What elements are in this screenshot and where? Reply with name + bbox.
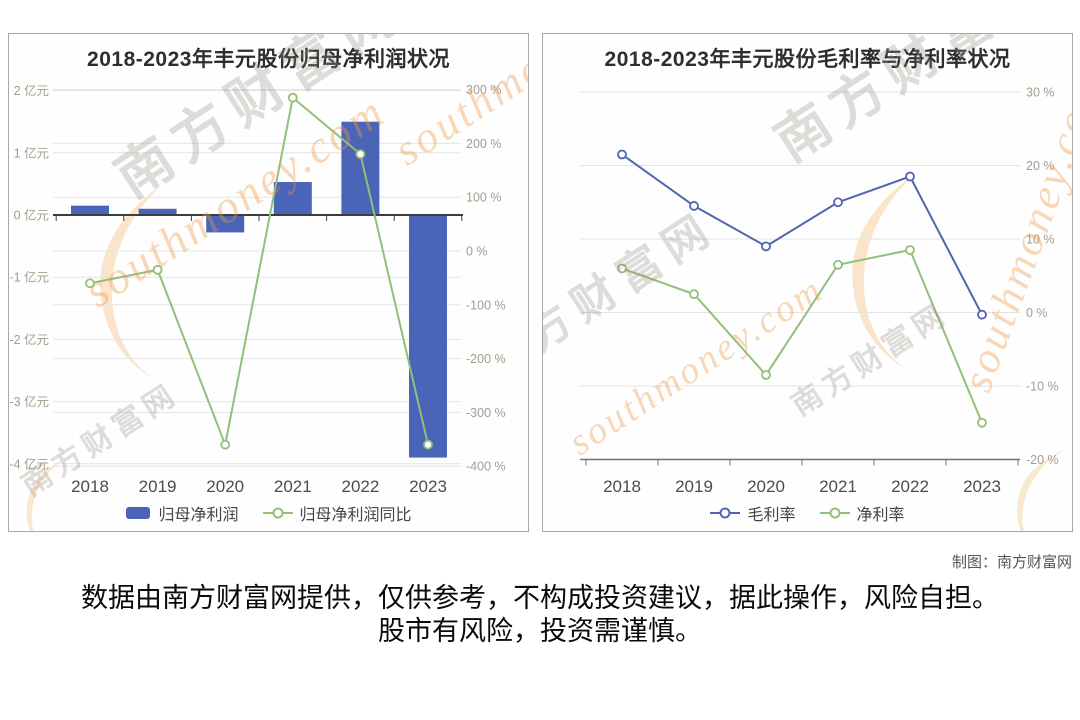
x-axis-year-label: 2021 xyxy=(274,477,312,496)
chart-title: 2018-2023年丰元股份归母净利润状况 xyxy=(87,48,450,71)
legend-label: 归母净利润 xyxy=(158,507,239,524)
legend-label: 毛利率 xyxy=(747,507,796,524)
axis-tick-label: -3 亿元 xyxy=(9,394,49,409)
x-axis-year-label: 2018 xyxy=(603,477,641,496)
axis-tick-label: -1 亿元 xyxy=(9,270,49,285)
net-margin-point xyxy=(833,259,843,270)
gross-margin-point xyxy=(689,201,699,211)
net-profit-bar xyxy=(273,182,312,215)
chart-legend: 毛利率 净利率 xyxy=(543,501,1072,525)
margin-chart-canvas: 30 % 20 % 10 % 0 % -10 % -20 % 2018 2019 2020 202… xyxy=(580,86,1059,496)
x-axis-year-label: 2019 xyxy=(139,477,177,496)
net-profit-bar xyxy=(409,215,447,458)
axis-tick-label: -10 % xyxy=(1026,380,1059,394)
x-axis-year-label: 2019 xyxy=(675,477,713,496)
legend-item-net-margin: 净利率 xyxy=(819,501,905,525)
axis-tick-label: 0 % xyxy=(466,245,488,259)
legend-label: 归母净利润同比 xyxy=(299,507,412,524)
legend-item-gross-margin: 毛利率 xyxy=(710,501,796,525)
x-axis-year-label: 2020 xyxy=(206,477,244,496)
gross-margin-point xyxy=(761,241,771,252)
axis-tick-label: 10 % xyxy=(1026,233,1055,247)
axis-tick-label: -100 % xyxy=(466,298,506,312)
yoy-point xyxy=(423,439,433,450)
axis-tick-label: 1 亿元 xyxy=(14,145,49,160)
chart-legend: 归母净利润 归母净利润同比 xyxy=(9,501,528,525)
x-axis-year-label: 2018 xyxy=(71,477,109,496)
net-profit-bar xyxy=(71,205,109,215)
axis-tick-label: -400 % xyxy=(466,460,506,474)
axis-tick-label: 200 % xyxy=(466,137,501,151)
net-profit-bar xyxy=(341,121,380,215)
legend-item-net-profit: 归母净利润 xyxy=(125,501,239,525)
x-axis-year-label: 2021 xyxy=(819,477,857,496)
legend-item-yoy: 归母净利润同比 xyxy=(262,501,412,525)
yoy-point xyxy=(355,149,366,160)
line-marker-icon xyxy=(819,507,850,519)
axis-tick-label: 2 亿元 xyxy=(14,83,49,98)
axis-tick-label: 20 % xyxy=(1026,159,1055,173)
axis-tick-label: 0 亿元 xyxy=(14,208,49,223)
gross-margin-point xyxy=(833,197,843,208)
x-axis-year-label: 2022 xyxy=(891,477,929,496)
credit-line: 制图：南方财富网 xyxy=(951,554,1072,571)
chart-title: 2018-2023年丰元股份毛利率与净利率状况 xyxy=(604,48,1011,71)
disclaimer-line-1: 数据由南方财富网提供，仅供参考，不构成投资建议，据此操作，风险自担。 xyxy=(81,583,999,613)
yoy-point xyxy=(152,264,163,275)
gross-margin-point xyxy=(905,171,915,182)
axis-tick-label: -20 % xyxy=(1026,453,1059,467)
gross-margin-point xyxy=(617,149,627,160)
disclaimer: 数据由南方财富网提供，仅供参考，不构成投资建议，据此操作，风险自担。 股市有风险… xyxy=(0,582,1080,648)
yoy-point xyxy=(287,92,298,103)
net-profit-chart-card: 2018-2023年丰元股份归母净利润状况 2 亿元 1 亿元 0 亿元 -1 亿元 -… xyxy=(8,33,529,532)
net-profit-chart-canvas: 2 亿元 1 亿元 0 亿元 -1 亿元 -2 亿元 -3 亿元 -4 亿元 300 % 200… xyxy=(9,83,506,496)
line-marker-icon xyxy=(710,507,741,519)
net-profit-bar xyxy=(206,215,245,233)
x-axis-year-label: 2023 xyxy=(963,477,1001,496)
bar-swatch-icon xyxy=(126,507,151,519)
margin-chart-card: 2018-2023年丰元股份毛利率与净利率状况 30 % 20 % 10 % 0 % -… xyxy=(542,33,1073,532)
axis-tick-label: -2 亿元 xyxy=(9,332,49,347)
net-margin-point xyxy=(689,289,699,300)
net-margin-point xyxy=(905,245,915,255)
axis-tick-label: -200 % xyxy=(466,352,506,366)
axis-tick-label: -4 亿元 xyxy=(9,456,49,471)
disclaimer-line-2: 股市有风险，投资需谨慎。 xyxy=(378,616,702,646)
x-axis-year-label: 2022 xyxy=(341,477,379,496)
gross-margin-line xyxy=(621,153,983,316)
axis-tick-label: 0 % xyxy=(1026,306,1048,320)
axis-tick-label: 30 % xyxy=(1026,86,1055,100)
line-marker-icon xyxy=(262,507,293,519)
axis-tick-label: 100 % xyxy=(466,191,501,205)
yoy-point xyxy=(220,439,231,450)
legend-label: 净利率 xyxy=(856,507,905,524)
axis-tick-label: -300 % xyxy=(466,406,506,420)
net-margin-point xyxy=(977,417,987,428)
yoy-point xyxy=(85,278,95,289)
net-margin-point xyxy=(761,370,771,380)
axis-tick-label: 300 % xyxy=(466,83,501,97)
net-margin-line xyxy=(621,248,983,424)
x-axis-year-label: 2023 xyxy=(409,477,447,496)
net-margin-point xyxy=(617,263,627,274)
x-axis-year-label: 2020 xyxy=(747,477,785,496)
gross-margin-point xyxy=(977,309,987,320)
